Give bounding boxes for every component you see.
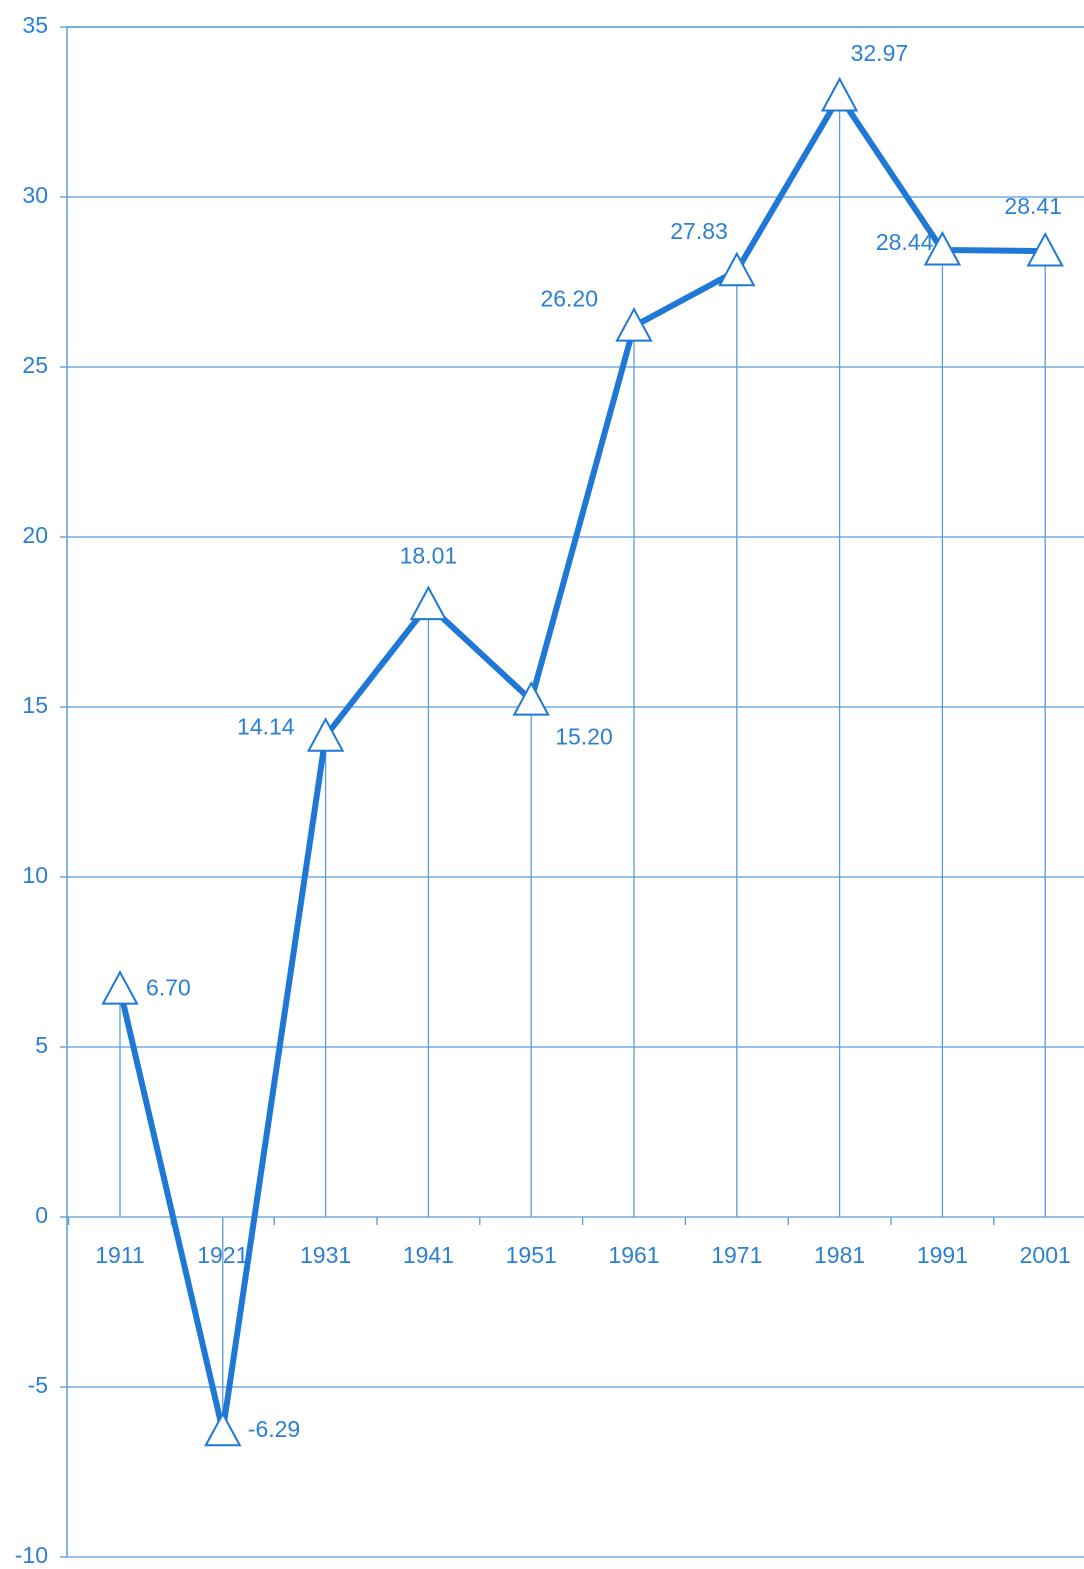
data-label: 18.01: [400, 543, 458, 569]
data-label: -6.29: [248, 1416, 300, 1442]
data-label: 27.83: [670, 218, 728, 244]
marker: [306, 717, 345, 752]
y-tick-label: 35: [22, 12, 48, 38]
data-label: 28.44: [876, 229, 934, 255]
y-tick-label: -10: [15, 1542, 48, 1568]
y-tick-label: 20: [22, 522, 48, 548]
data-label: 15.20: [555, 723, 613, 749]
x-tick-label: 1961: [608, 1242, 659, 1268]
marker: [101, 970, 139, 1005]
data-label: 28.41: [1004, 193, 1062, 219]
y-tick-label: 10: [22, 862, 48, 888]
y-tick-label: 25: [22, 352, 48, 378]
x-tick-label: 1971: [711, 1242, 762, 1268]
marker: [409, 585, 448, 621]
marker: [923, 230, 962, 266]
x-tick-label: 1941: [403, 1242, 454, 1268]
marker: [1026, 231, 1064, 267]
data-label: 14.14: [237, 713, 295, 739]
data-label: 32.97: [851, 40, 909, 66]
x-tick-label: 1991: [917, 1242, 968, 1268]
x-tick-label: 1911: [95, 1242, 144, 1268]
x-tick-label: 1981: [814, 1242, 865, 1268]
y-tick-label: 30: [22, 182, 48, 208]
y-tick-label: 0: [35, 1202, 48, 1228]
x-tick-label: 2001: [1020, 1242, 1071, 1268]
x-tick-label: 1951: [506, 1242, 557, 1268]
marker: [204, 1411, 242, 1447]
x-tick-label: 1931: [300, 1242, 351, 1268]
data-label: 6.70: [146, 974, 191, 1000]
y-tick-label: 5: [35, 1032, 48, 1058]
marker: [512, 681, 550, 716]
data-label: 26.20: [540, 285, 598, 311]
y-tick-label: -5: [28, 1372, 48, 1398]
marker: [615, 307, 653, 342]
marker: [820, 76, 859, 112]
marker: [718, 251, 756, 287]
y-tick-label: 15: [22, 692, 48, 718]
series-line: [117, 93, 1046, 1434]
